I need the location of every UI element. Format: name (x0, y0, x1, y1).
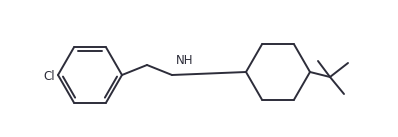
Text: Cl: Cl (43, 69, 55, 82)
Text: NH: NH (176, 55, 193, 68)
